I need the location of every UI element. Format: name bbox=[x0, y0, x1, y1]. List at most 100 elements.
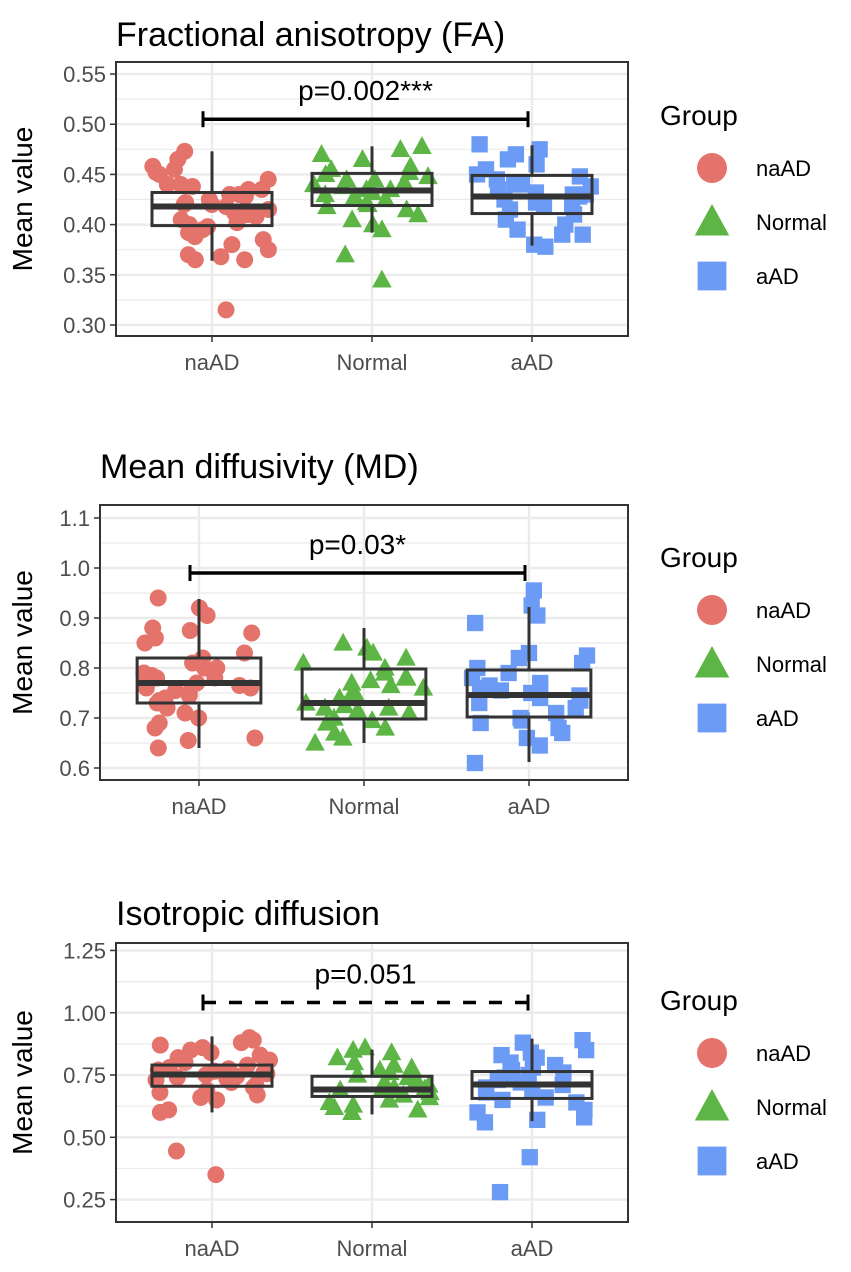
box-normal bbox=[300, 667, 428, 721]
data-point-normal bbox=[347, 700, 368, 719]
data-point-aad bbox=[577, 1041, 595, 1059]
legend-item-normal: Normal bbox=[694, 204, 827, 236]
data-point-aad bbox=[491, 1183, 509, 1201]
data-point-naad bbox=[158, 175, 176, 193]
data-point-normal bbox=[399, 702, 419, 721]
legend-label: Normal bbox=[756, 1095, 827, 1120]
y-tick-label: 0.50 bbox=[63, 1125, 106, 1150]
data-point-aad bbox=[547, 704, 565, 722]
y-tick-label: 0.7 bbox=[59, 706, 90, 731]
data-point-naad bbox=[151, 1083, 169, 1101]
data-point-normal bbox=[363, 642, 383, 661]
circle-icon bbox=[697, 153, 727, 183]
data-point-naad bbox=[223, 236, 241, 254]
data-point-normal bbox=[327, 1047, 348, 1066]
x-tick-label: naAD bbox=[184, 350, 239, 375]
data-point-normal bbox=[413, 677, 434, 696]
y-tick-label: 1.1 bbox=[59, 506, 90, 531]
data-point-normal bbox=[333, 727, 353, 746]
legend-item-naad: naAD bbox=[697, 595, 811, 625]
data-point-aad bbox=[535, 196, 553, 213]
data-point-naad bbox=[149, 739, 167, 757]
data-point-aad bbox=[575, 1109, 593, 1126]
data-point-normal bbox=[343, 1039, 363, 1058]
legend: Group naAD Normal aAD bbox=[660, 985, 827, 1176]
legend-label: aAD bbox=[756, 706, 799, 731]
data-point-aad bbox=[554, 724, 571, 742]
legend-title: Group bbox=[660, 100, 738, 131]
data-point-normal bbox=[372, 219, 392, 238]
data-point-normal bbox=[315, 697, 335, 716]
x-tick-label: naAD bbox=[171, 794, 226, 819]
p-value-label: p=0.051 bbox=[315, 959, 417, 990]
data-point-normal bbox=[293, 652, 314, 671]
box-normal bbox=[310, 1074, 434, 1098]
data-point-naad bbox=[198, 607, 216, 624]
y-tick-label: 0.8 bbox=[59, 656, 90, 681]
data-point-normal bbox=[379, 1089, 400, 1108]
data-point-normal bbox=[344, 186, 365, 205]
legend-title: Group bbox=[660, 985, 738, 1016]
data-point-naad bbox=[149, 589, 167, 607]
triangle-icon bbox=[694, 1089, 730, 1121]
legend-item-naad: naAD bbox=[697, 153, 811, 183]
legend-item-aad: aAD bbox=[697, 1146, 799, 1176]
data-point-aad bbox=[471, 694, 488, 712]
y-tick-label: 0.35 bbox=[63, 263, 106, 288]
data-point-aad bbox=[531, 141, 548, 158]
y-tick-label: 0.9 bbox=[59, 606, 90, 631]
data-point-normal bbox=[375, 717, 396, 736]
y-tick-label: 0.25 bbox=[63, 1188, 106, 1213]
data-point-naad bbox=[246, 729, 264, 747]
y-tick-label: 1.0 bbox=[59, 556, 90, 581]
data-point-aad bbox=[518, 729, 536, 747]
data-point-naad bbox=[181, 622, 199, 639]
data-point-normal bbox=[317, 712, 337, 731]
data-point-aad bbox=[472, 714, 489, 732]
x-tick-label: Normal bbox=[329, 794, 400, 819]
data-point-naad bbox=[239, 180, 257, 198]
data-point-naad bbox=[259, 241, 277, 259]
data-point-naad bbox=[236, 251, 254, 269]
data-point-naad bbox=[136, 634, 154, 652]
panel-1: Fractional anisotropy (FA) 0.30 0.35 0.40 0.… bbox=[7, 16, 827, 375]
p-value-label: p=0.03* bbox=[309, 529, 406, 560]
panel-3: Isotropic diffusion 0.25 0.50 0.75 1.00 1.25 n… bbox=[7, 895, 827, 1261]
data-point-naad bbox=[243, 624, 261, 642]
data-point-normal bbox=[406, 1069, 427, 1088]
data-point-aad bbox=[537, 238, 554, 255]
square-icon bbox=[697, 703, 727, 733]
data-point-aad bbox=[499, 151, 517, 168]
data-point-aad bbox=[513, 712, 530, 729]
data-point-normal bbox=[378, 697, 399, 716]
y-tick-label: 0.30 bbox=[63, 313, 106, 338]
data-point-normal bbox=[393, 1084, 414, 1103]
data-point-normal bbox=[390, 139, 411, 157]
data-point-normal bbox=[342, 1102, 362, 1121]
triangle-icon bbox=[694, 204, 730, 236]
data-point-naad bbox=[169, 150, 187, 168]
data-point-normal bbox=[347, 1064, 368, 1083]
data-point-normal bbox=[305, 732, 325, 751]
y-tick-label: 0.6 bbox=[59, 756, 90, 781]
legend-label: Normal bbox=[756, 210, 827, 235]
data-point-aad bbox=[574, 226, 591, 243]
data-point-naad bbox=[207, 1166, 225, 1184]
data-point-normal bbox=[394, 172, 415, 191]
data-point-normal bbox=[397, 667, 417, 686]
data-point-normal bbox=[335, 244, 355, 263]
circle-icon bbox=[697, 595, 727, 625]
legend-item-aad: aAD bbox=[697, 261, 799, 291]
data-point-naad bbox=[248, 1086, 266, 1104]
data-point-normal bbox=[412, 136, 432, 154]
data-point-aad bbox=[466, 754, 484, 772]
square-icon bbox=[697, 261, 727, 291]
data-point-naad bbox=[167, 1142, 185, 1160]
data-point-aad bbox=[509, 221, 526, 238]
data-point-aad bbox=[476, 1114, 494, 1131]
data-point-aad bbox=[573, 654, 591, 672]
data-point-normal bbox=[324, 1097, 345, 1116]
legend-label: naAD bbox=[756, 1041, 811, 1066]
data-point-normal bbox=[375, 189, 396, 208]
